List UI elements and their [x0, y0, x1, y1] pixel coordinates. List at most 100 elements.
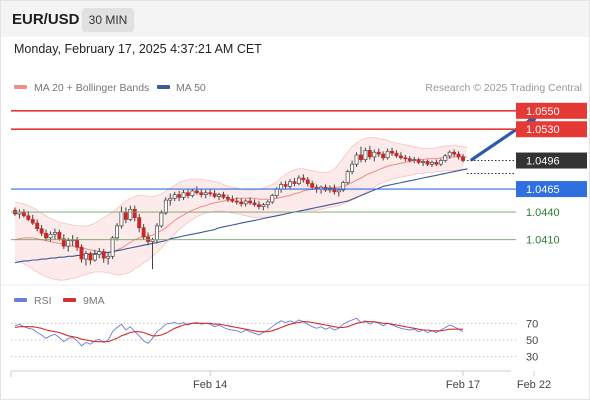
candle-body-up [159, 212, 164, 227]
candle [97, 248, 102, 259]
candle [265, 200, 270, 209]
candle-body-down [88, 253, 93, 261]
candle-body-down [132, 208, 137, 218]
candle [212, 190, 217, 199]
candle [159, 210, 164, 228]
rsi-plot: 70 50 30 [11, 317, 538, 364]
candle [296, 175, 301, 186]
ma50-legend-swatch [157, 85, 170, 89]
level-lines: 1.0550 1.0530 1.0496 1.0465 1.0440 1.0410 [11, 102, 587, 247]
candle [438, 158, 443, 167]
candle [372, 149, 377, 162]
candle [146, 232, 151, 246]
candle-body-down [461, 156, 465, 161]
candle [79, 244, 84, 263]
candle [385, 148, 390, 160]
rsi-legend: RSI 9MA [14, 295, 105, 307]
candle-body-down [452, 151, 457, 155]
candle-body-up [354, 154, 359, 165]
candle [292, 178, 297, 187]
level-resistance: 1.0550 [11, 102, 587, 119]
candle-body-up [350, 163, 355, 172]
candle-body-down [425, 161, 430, 165]
candle-body-up [163, 199, 168, 214]
symbol-title: EUR/USD [12, 11, 80, 28]
candle [363, 147, 368, 163]
research-credit: Research © 2025 Trading Central [425, 82, 582, 94]
candle-body-down [239, 201, 244, 205]
candle-body-up [447, 151, 452, 157]
candle-body-down [234, 200, 239, 203]
candle-body-down [39, 228, 44, 234]
candle [203, 190, 208, 199]
candle-body-down [230, 198, 235, 202]
pivot-label: 1.0465 [526, 184, 560, 196]
candle [447, 150, 452, 159]
candle-body-up [128, 208, 133, 220]
candle [57, 229, 62, 241]
candle [394, 150, 399, 158]
candle [234, 197, 239, 205]
candle [305, 177, 310, 187]
candle [381, 151, 386, 161]
pivot-label-box [516, 181, 587, 198]
candle-body-up [181, 192, 186, 198]
candle-body-down [194, 190, 199, 194]
candle-body-down [186, 192, 190, 196]
candle-body-up [154, 225, 159, 241]
candle-body-up [52, 232, 57, 235]
candle [350, 160, 355, 175]
candle [456, 151, 461, 160]
candle [239, 198, 244, 207]
support-label: 1.0410 [526, 235, 560, 247]
candle [230, 195, 235, 203]
candle [354, 152, 359, 167]
candle [101, 248, 106, 263]
candle [61, 234, 66, 249]
candle [172, 191, 177, 202]
candle [66, 237, 71, 252]
rsi-legend-swatch [14, 298, 27, 302]
candle-body-down [79, 246, 84, 260]
level-support: 1.0440 [11, 207, 560, 219]
candle-body-down [248, 200, 253, 204]
candle [141, 224, 146, 240]
candle-body-up [288, 181, 292, 187]
candle-body-down [177, 194, 182, 198]
candles [13, 145, 465, 270]
candle-body-up [168, 197, 173, 201]
ma50-legend-label: MA 50 [176, 82, 206, 94]
candle [44, 229, 48, 241]
candle-body-up [203, 192, 208, 195]
candle [137, 213, 142, 233]
candle [225, 194, 230, 202]
candle-body-up [66, 240, 71, 247]
main-legend: MA 20 + Bollinger Bands MA 50 Research ©… [14, 82, 582, 94]
candle-body-up [345, 171, 350, 183]
candle [128, 205, 133, 222]
candle-body-up [385, 150, 390, 159]
candle-body-down [367, 150, 372, 158]
candle-body-up [261, 204, 266, 207]
candle [376, 148, 381, 157]
candle-body-up [279, 184, 284, 190]
candle-body-up [412, 159, 417, 161]
ma20-legend-swatch [14, 85, 27, 89]
timeframe-badge[interactable]: 30 MIN [82, 8, 134, 32]
candle-body-down [398, 155, 403, 159]
candle-body-down [416, 159, 421, 163]
candle-body-down [257, 204, 261, 207]
candle [199, 189, 204, 198]
candle-body-down [141, 227, 146, 238]
last-price-box [516, 152, 587, 169]
candle-body-up [110, 237, 115, 257]
candle-body-down [292, 181, 297, 184]
candle [177, 190, 182, 202]
candle [190, 189, 195, 198]
time-axis-label: Feb 17 [446, 379, 480, 391]
rsi-tick-label: 30 [526, 352, 538, 364]
candle [106, 251, 111, 265]
candle-body-down [456, 153, 461, 158]
candle [301, 174, 306, 183]
candle [452, 149, 457, 157]
